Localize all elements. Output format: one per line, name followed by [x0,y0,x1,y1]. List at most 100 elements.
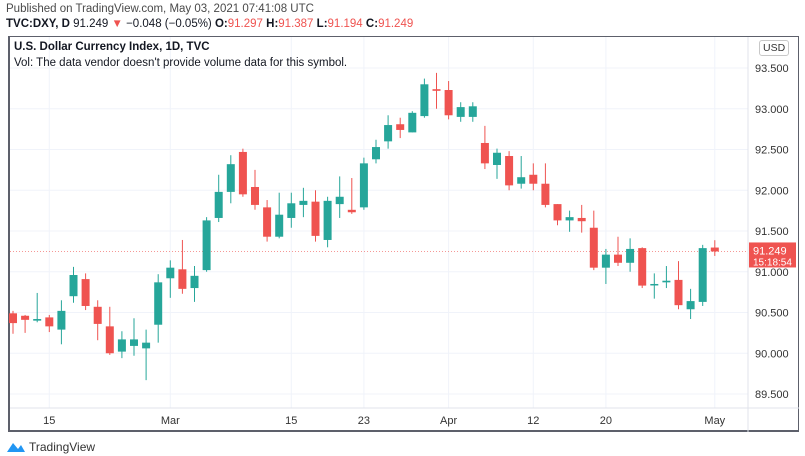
candle-down [178,269,187,289]
chart-title: U.S. Dollar Currency Index, 1D, TVC [14,41,210,53]
candle-up [166,267,175,279]
y-tick-label: 91.000 [755,267,789,279]
candle-down [577,217,586,222]
open-label: O: [214,18,228,30]
candle-up [226,164,235,192]
candle-down [444,90,453,116]
candle-down [480,142,489,164]
symbol-header: TVC:DXY, D 91.249 ▼ −0.048 (−0.05%) O:91… [6,18,413,30]
y-tick-label: 93.500 [755,63,789,75]
candle-up [456,107,465,117]
candle-down [614,254,622,263]
candle-up [190,275,199,289]
candle-down [589,227,598,268]
candle-up [335,196,344,205]
candle-down [529,174,538,184]
last-price: 91.249 [73,18,109,30]
candle-up [214,191,223,218]
candle-up [662,280,671,283]
candle-up [372,147,380,160]
x-tick-label: 15 [43,415,55,427]
open-value: 91.297 [227,18,263,30]
candle-down [710,247,719,252]
triangle-down-icon: ▼ [111,18,123,30]
last-price-badge [749,242,796,268]
candle-up [275,214,284,237]
candle-down [105,326,114,354]
y-tick-label: 90.500 [755,308,789,320]
candle-down [21,315,30,320]
tradingview-logo: TradingView [6,440,95,454]
candle-down [541,183,550,205]
candle-down [81,279,90,306]
candle-up [142,342,151,349]
candle-up [299,200,308,205]
tradingview-logo-icon [7,443,25,452]
volume-note: Vol: The data vendor doesn't provide vol… [14,57,348,69]
candle-up [33,319,42,321]
x-tick-label: 23 [358,415,370,427]
x-tick-label: 20 [600,415,612,427]
symbol-name: TVC:DXY, D [6,18,70,30]
candle-up [202,220,211,271]
candle-up [698,248,707,302]
candle-down [638,248,647,286]
candle-up [626,248,635,263]
low-value: 91.194 [327,18,363,30]
candle-up [468,106,477,117]
candle-down [263,207,272,237]
candle-up [57,310,66,330]
candle-up [384,125,393,142]
candle-down [93,306,102,324]
candle-down [505,156,514,186]
currency-button[interactable]: USD [759,40,790,56]
candle-up [130,339,138,346]
x-tick-label: May [704,415,725,427]
chart-frame[interactable] [8,36,799,432]
price-change: −0.048 (−0.05%) [126,18,212,30]
close-label: C: [365,18,379,30]
candle-up [323,200,332,240]
candle-up [601,254,610,268]
y-tick-label: 92.500 [755,145,789,157]
published-note: Published on TradingView.com, May 03, 20… [6,3,314,15]
candle-up [154,282,163,325]
candle-up [565,217,574,221]
y-tick-label: 91.500 [755,226,789,238]
y-tick-label: 90.000 [755,348,789,360]
candle-up [686,301,695,310]
candle-up [493,152,501,165]
candle-up [420,84,429,117]
x-tick-label: 15 [285,415,297,427]
candle-down [432,89,441,91]
brand-name: TradingView [29,440,96,454]
candle-down [674,279,683,306]
candle-up [359,163,368,208]
close-value: 91.249 [378,18,414,30]
candle-up [69,275,78,297]
candle-up [517,177,526,184]
candle-up [117,339,126,352]
candle-down [9,313,17,324]
candle-down [45,317,54,327]
candle-down [396,124,405,130]
candle-up [650,283,659,286]
high-value: 91.387 [278,18,314,30]
candle-down [347,209,356,213]
candle-up [287,203,296,218]
candle-down [311,201,320,236]
high-label: H: [266,18,279,30]
candle-down [238,151,247,195]
y-tick-label: 93.000 [755,104,789,116]
candle-up [408,112,417,133]
last-price-badge-value: 91.249 [753,245,787,257]
x-tick-label: 12 [527,415,539,427]
x-tick-label: Apr [440,415,457,427]
candle-down [251,186,259,205]
y-tick-label: 92.000 [755,185,789,197]
bar-countdown: 15:18:54 [753,257,792,268]
candle-down [553,204,562,221]
y-tick-label: 89.500 [755,389,789,401]
low-label: L: [316,18,328,30]
